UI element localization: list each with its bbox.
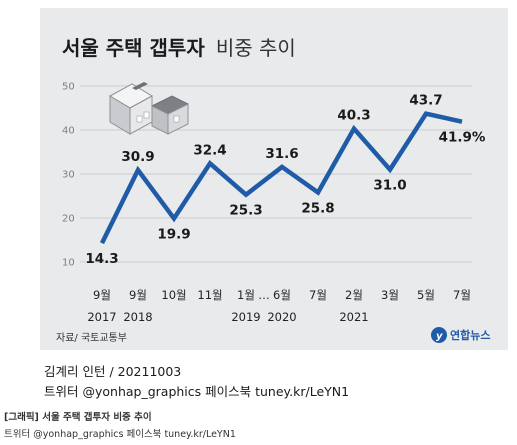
data-label: 41.9%	[439, 130, 486, 146]
x-tick-month: 9월	[93, 288, 111, 302]
logo-text: 연합뉴스	[450, 328, 490, 342]
y-tick-label: 20	[62, 214, 75, 225]
chart: 서울 주택 갭투자 비중 추이 10 20 30 40 50 14.3 30.9 19.9 3…	[56, 36, 490, 344]
data-label: 25.3	[229, 203, 262, 219]
data-label: 31.6	[265, 146, 298, 162]
caption-line-2: 트위터 @yonhap_graphics 페이스북 tuney.kr/LeYN1	[4, 429, 236, 440]
x-tick-month: 1월	[237, 288, 255, 302]
data-label: 30.9	[121, 149, 154, 165]
data-label: 32.4	[193, 142, 226, 158]
x-tick-month: 7월	[453, 288, 471, 302]
x-tick-month: 3월	[381, 288, 399, 302]
x-tick-year: 2017	[87, 310, 116, 324]
y-tick-label: 50	[62, 82, 75, 93]
data-label: 40.3	[337, 108, 370, 124]
caption-line-1: [그래픽] 서울 주택 갭투자 비중 추이	[4, 412, 152, 423]
chart-card: 서울 주택 갭투자 비중 추이 10 20 30 40 50 14.3 30.9 19.9 3…	[40, 8, 508, 350]
data-label: 14.3	[85, 251, 118, 267]
svg-text:y: y	[436, 331, 443, 342]
x-tick-year: 2018	[123, 310, 152, 324]
data-label: 43.7	[409, 93, 442, 109]
y-tick-label: 10	[62, 258, 75, 269]
axis-break: …	[258, 288, 270, 302]
x-tick-month: 5월	[417, 288, 435, 302]
credit-line-1: 김계리 인턴 / 20211003	[44, 364, 182, 379]
chart-title-light: 비중 추이	[216, 36, 296, 60]
data-label: 31.0	[373, 178, 406, 194]
series-line	[99, 111, 463, 245]
x-tick-month: 11월	[197, 288, 222, 302]
credit-line-2: 트위터 @yonhap_graphics 페이스북 tuney.kr/LeYN1	[44, 384, 350, 399]
x-tick-year: 2020	[267, 310, 296, 324]
x-tick-month: 10월	[161, 288, 186, 302]
data-label: 25.8	[301, 200, 334, 216]
yonhap-logo: y 연합뉴스	[431, 327, 490, 343]
x-tick-year: 2021	[339, 310, 368, 324]
source-label: 자료/ 국토교통부	[56, 332, 127, 344]
svg-text:서울 주택 갭투자 비중 추이: 서울 주택 갭투자 비중 추이	[62, 36, 296, 60]
y-tick-label: 30	[62, 170, 75, 181]
chart-title-bold: 서울 주택 갭투자	[62, 36, 205, 60]
x-tick-month: 9월	[129, 288, 147, 302]
y-tick-label: 40	[62, 126, 75, 137]
x-tick-month: 2월	[345, 288, 363, 302]
data-label: 19.9	[157, 226, 190, 242]
x-tick-month: 6월	[273, 288, 291, 302]
x-tick-year: 2019	[231, 310, 260, 324]
x-tick-month: 7월	[309, 288, 327, 302]
house-icon	[108, 82, 190, 135]
